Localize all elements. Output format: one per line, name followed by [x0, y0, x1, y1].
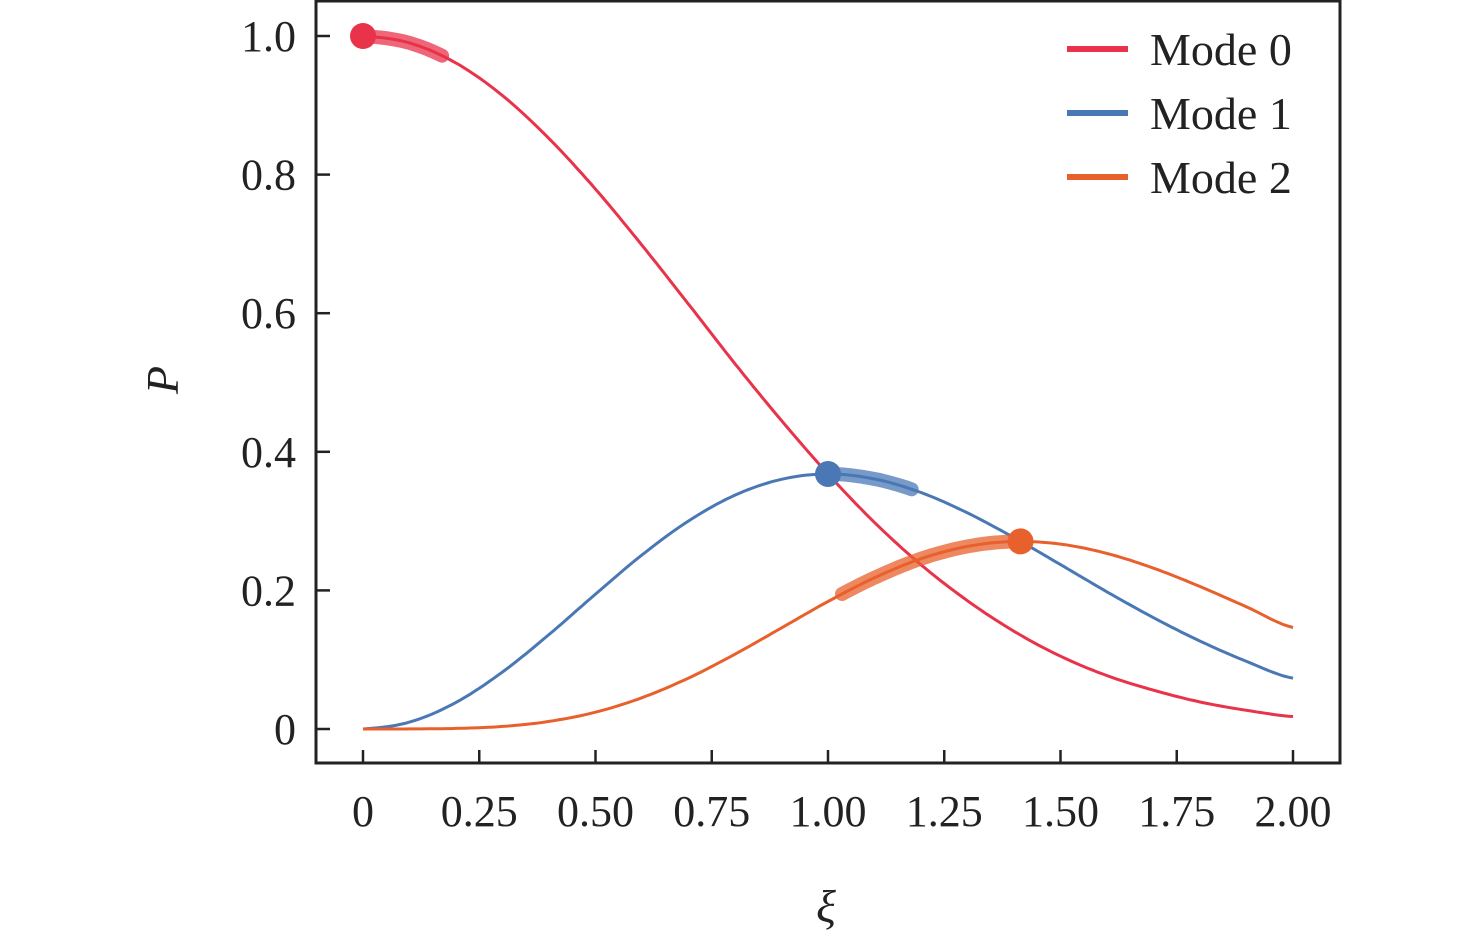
marker-dot-mode-1	[815, 460, 841, 487]
y-tick-label: 0	[274, 705, 296, 754]
y-tick-label: 0.6	[241, 289, 296, 338]
y-axis-label: P	[137, 366, 188, 395]
x-tick-label: 1.75	[1138, 787, 1215, 836]
highlight-trail-mode-2	[835, 534, 1026, 601]
marker-dot-mode-2	[1007, 528, 1034, 555]
highlight-trail-mode-0	[356, 29, 450, 63]
x-tick-label: 1.00	[790, 787, 867, 836]
legend-label-mode-1: Mode 1	[1150, 88, 1292, 139]
y-tick-label: 0.4	[241, 428, 296, 477]
y-tick-label: 0.2	[241, 566, 296, 615]
highlight-trail-mode-1	[821, 467, 919, 497]
legend-label-mode-2: Mode 2	[1150, 152, 1292, 203]
x-tick-label: 1.50	[1022, 787, 1099, 836]
legend: Mode 0 Mode 1 Mode 2	[1067, 24, 1292, 203]
x-axis-label: ξ	[816, 881, 836, 932]
x-tick-label: 0.25	[441, 787, 518, 836]
plot-frame	[314, 0, 1342, 765]
x-tick-label: 0	[352, 787, 374, 836]
y-tick-label: 0.8	[241, 151, 296, 200]
x-tick-label: 2.00	[1255, 787, 1332, 836]
marker-dot-mode-0	[350, 23, 376, 49]
x-tick-label: 0.75	[673, 787, 750, 836]
legend-label-mode-0: Mode 0	[1150, 24, 1292, 75]
series-line-mode-2	[363, 539, 1294, 731]
x-tick-label: 0.50	[557, 787, 634, 836]
x-tick-label: 1.25	[906, 787, 983, 836]
axis-ticks: 0 0.25 0.50 0.75 1.00 1.25 1.50 1.75 2.00 0 0.2 0.4…	[241, 12, 1332, 836]
series-curves	[350, 23, 1294, 731]
y-tick-label: 1.0	[241, 12, 296, 61]
